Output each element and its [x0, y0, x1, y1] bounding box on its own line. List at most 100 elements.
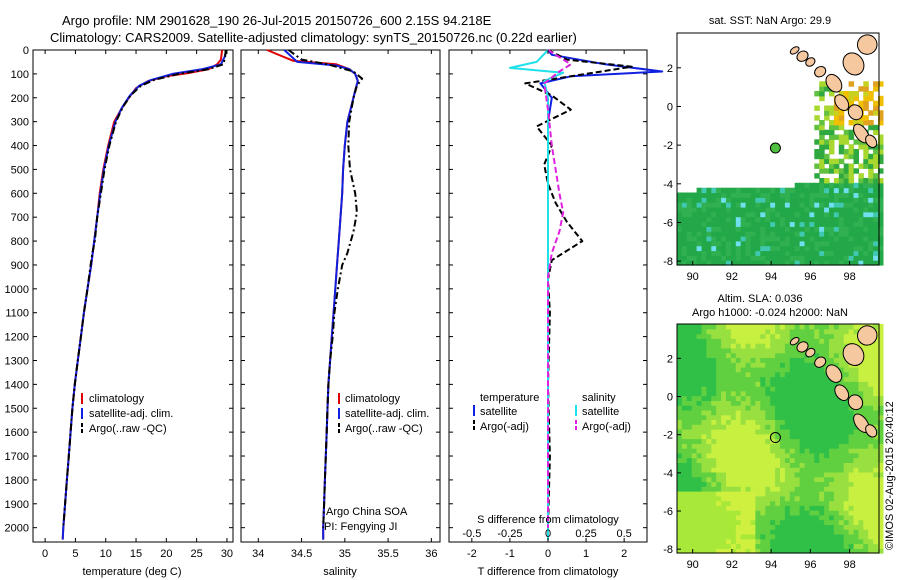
map-cell	[765, 448, 771, 454]
map-cell	[838, 476, 845, 483]
map-cell	[696, 400, 703, 406]
map-cell	[765, 538, 771, 545]
map-cell	[726, 352, 732, 358]
map-cell	[677, 192, 683, 198]
map-cell	[711, 471, 717, 478]
map-cell	[789, 548, 796, 554]
map-cell	[829, 395, 835, 401]
map-cell	[721, 548, 727, 554]
map-cell	[750, 471, 756, 478]
map-cell	[789, 543, 796, 549]
lat-tick-label: 0	[667, 392, 673, 404]
map-cell	[843, 328, 850, 335]
map-cell	[765, 192, 771, 198]
map-cell	[878, 231, 884, 237]
map-cell	[681, 424, 688, 430]
map-cell	[686, 500, 693, 506]
map-cell	[873, 144, 879, 150]
map-cell	[784, 386, 791, 392]
map-cell	[696, 533, 703, 540]
map-cell	[868, 452, 874, 459]
map-cell	[770, 187, 776, 194]
map-cell	[848, 543, 855, 549]
map-cell	[750, 452, 756, 459]
map-cell	[780, 491, 786, 497]
map-cell	[848, 173, 855, 179]
map-cell	[745, 429, 752, 435]
island	[796, 341, 809, 353]
map-cell	[696, 433, 703, 440]
map-cell	[878, 429, 884, 435]
map-cell	[701, 481, 707, 487]
map-cell	[760, 452, 766, 459]
map-cell	[780, 429, 786, 435]
map-cell	[755, 376, 761, 382]
map-cell	[775, 452, 781, 459]
map-cell	[809, 333, 815, 339]
series-line-3	[543, 49, 572, 528]
map-cell	[686, 409, 693, 416]
map-cell	[711, 419, 717, 425]
map-cell	[848, 476, 855, 483]
map-cell	[716, 202, 722, 208]
map-cell	[740, 352, 747, 358]
map-cell	[740, 231, 747, 237]
map-cell	[780, 395, 786, 401]
map-cell	[843, 529, 850, 535]
map-cell	[804, 533, 810, 540]
map-cell	[863, 543, 869, 549]
map-cell	[784, 187, 791, 194]
map-cell	[863, 357, 869, 363]
map-cell	[829, 429, 835, 435]
map-cell	[730, 324, 737, 330]
map-cell	[863, 250, 869, 256]
map-cell	[760, 424, 766, 430]
map-cell	[843, 197, 850, 203]
map-cell	[809, 255, 815, 261]
map-cell	[829, 514, 835, 521]
map-cell	[755, 414, 761, 420]
map-cell	[760, 538, 766, 545]
lon-tick-label: 92	[726, 559, 738, 571]
map-cell	[765, 414, 771, 420]
map-cell	[726, 255, 732, 261]
map-cell	[681, 381, 688, 387]
map-cell	[780, 533, 786, 540]
map-cell	[829, 250, 835, 256]
map-cell	[740, 471, 747, 478]
map-cell	[726, 429, 732, 435]
map-cell	[765, 457, 771, 463]
map-cell	[711, 533, 717, 540]
map-cell	[829, 357, 835, 363]
map-cell	[750, 386, 756, 392]
map-cell	[873, 533, 879, 540]
map-cell	[819, 168, 825, 174]
map-cell	[794, 357, 801, 363]
map-cell	[681, 481, 688, 487]
map-cell	[824, 347, 830, 354]
y-tick-label: 2000	[5, 523, 29, 535]
y-tick-label: 1100	[5, 308, 29, 320]
map-cell	[838, 510, 845, 516]
map-cell	[848, 433, 855, 440]
map-cell	[711, 333, 717, 339]
map-cell	[824, 419, 830, 425]
map-cell	[701, 495, 707, 502]
map-cell	[858, 173, 864, 179]
map-cell	[843, 462, 850, 468]
map-cell	[745, 548, 752, 554]
map-cell	[858, 221, 864, 227]
map-cell	[691, 236, 698, 242]
map-cell	[750, 467, 756, 473]
map-cell	[838, 333, 845, 339]
map-cell	[681, 333, 688, 339]
map-cell	[789, 510, 796, 516]
map-cell	[765, 409, 771, 416]
map-cell	[814, 115, 820, 121]
map-cell	[677, 467, 683, 473]
map-cell	[863, 211, 869, 218]
map-cell	[716, 216, 722, 223]
map-cell	[868, 366, 874, 373]
map-cell	[716, 236, 722, 242]
map-cell	[677, 386, 683, 392]
